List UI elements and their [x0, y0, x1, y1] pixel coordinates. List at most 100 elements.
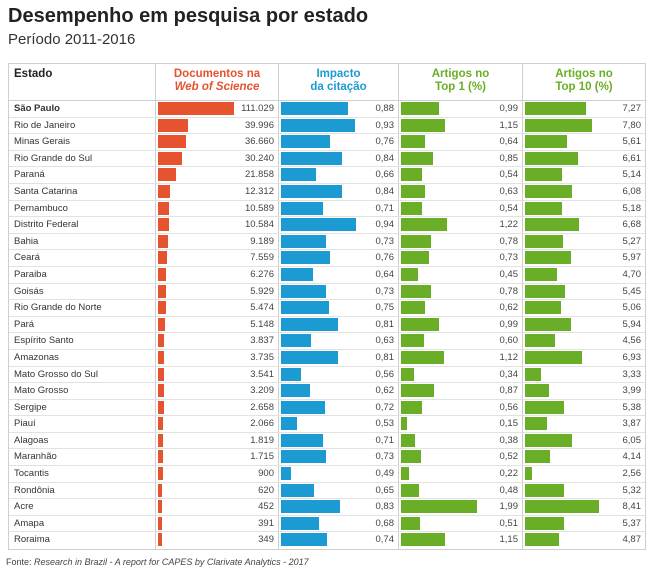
documentos-value: 10.589 [244, 202, 274, 214]
top10-value: 4,70 [622, 268, 642, 280]
impacto-cell: 0,49 [279, 466, 399, 482]
impacto-bar [281, 367, 302, 381]
impacto-value: 0,49 [375, 468, 395, 480]
top10-value: 7,80 [622, 119, 642, 131]
impacto-cell: 0,81 [279, 349, 399, 366]
impacto-bar [281, 350, 338, 364]
top1-bar [401, 251, 429, 265]
top10-value: 5,27 [622, 235, 642, 247]
impacto-value: 0,81 [375, 318, 395, 330]
top1-cell: 0,38 [399, 432, 523, 449]
top1-bar [401, 483, 420, 497]
top1-cell: 0,56 [399, 399, 523, 416]
documentos-cell: 10.584 [156, 217, 279, 233]
documentos-bar [158, 367, 165, 381]
impacto-value: 0,76 [375, 252, 395, 264]
impacto-value: 0,94 [375, 219, 395, 231]
impacto-bar [281, 450, 326, 464]
top10-cell: 4,87 [523, 532, 645, 549]
top10-bar [525, 234, 564, 248]
impacto-bar [281, 135, 331, 149]
documentos-cell: 3.735 [156, 349, 279, 366]
top1-cell: 0,52 [399, 449, 523, 466]
state-name: Piauí [9, 416, 156, 432]
documentos-value: 12.312 [244, 185, 274, 197]
top10-value: 5,06 [622, 302, 642, 314]
top10-cell: 5,14 [523, 167, 645, 183]
documentos-cell: 111.029 [156, 101, 279, 117]
top1-bar [401, 151, 434, 165]
top10-bar [525, 334, 556, 348]
impacto-cell: 0,62 [279, 383, 399, 399]
top10-bar [525, 267, 557, 281]
top1-value: 0,52 [499, 451, 519, 463]
state-name: Minas Gerais [9, 134, 156, 150]
top10-bar [525, 433, 573, 447]
impacto-bar [281, 102, 348, 115]
table-row: Mato Grosso 3.209 0,62 0,87 3,99 [9, 383, 645, 400]
top10-bar [525, 317, 571, 331]
top1-value: 0,63 [499, 185, 519, 197]
impacto-value: 0,73 [375, 235, 395, 247]
top10-cell: 2,56 [523, 466, 645, 482]
top10-bar [525, 284, 566, 298]
impacto-cell: 0,71 [279, 200, 399, 217]
documentos-cell: 7.559 [156, 250, 279, 266]
documentos-bar [158, 168, 177, 182]
documentos-cell: 2.658 [156, 399, 279, 416]
top1-cell: 1,22 [399, 217, 523, 233]
state-name: Sergipe [9, 399, 156, 416]
top1-value: 0,48 [499, 484, 519, 496]
impacto-value: 0,56 [375, 368, 395, 380]
state-name: Goisás [9, 283, 156, 300]
impacto-value: 0,71 [375, 202, 395, 214]
documentos-cell: 391 [156, 515, 279, 532]
top1-bar [401, 500, 477, 514]
table-row: Minas Gerais 36.660 0,76 0,64 5,61 [9, 134, 645, 151]
top10-value: 4,87 [622, 534, 642, 546]
top10-cell: 8,41 [523, 499, 645, 515]
top10-cell: 6,05 [523, 433, 645, 449]
impacto-cell: 0,81 [279, 316, 399, 333]
documentos-bar [158, 184, 170, 198]
table-row: Santa Catarina 12.312 0,84 0,63 6,08 [9, 183, 645, 201]
top10-value: 6,68 [622, 219, 642, 231]
documentos-bar [158, 350, 165, 364]
impacto-value: 0,53 [375, 418, 395, 430]
state-name: Paraná [9, 167, 156, 183]
top1-value: 0,22 [499, 468, 519, 480]
table-row: Rio Grande do Norte 5.474 0,75 0,62 5,06 [9, 300, 645, 317]
impacto-value: 0,73 [375, 285, 395, 297]
top10-bar [525, 218, 580, 232]
documentos-bar [158, 317, 166, 331]
top1-bar [401, 433, 416, 447]
documentos-value: 900 [258, 468, 274, 480]
table-row: Ceará 7.559 0,76 0,73 5,97 [9, 250, 645, 267]
state-name: Rio de Janeiro [9, 117, 156, 134]
top1-value: 0,51 [499, 517, 519, 529]
impacto-value: 0,72 [375, 401, 395, 413]
top1-bar [401, 533, 445, 547]
state-name: Acre [9, 499, 156, 515]
top10-cell: 3,33 [523, 367, 645, 383]
state-name: Pernambuco [9, 200, 156, 217]
state-name: Mato Grosso do Sul [9, 366, 156, 383]
top1-value: 0,15 [499, 418, 519, 430]
documentos-bar [158, 201, 169, 215]
table-row: Bahia 9.189 0,73 0,78 5,27 [9, 233, 645, 251]
top10-bar [525, 118, 593, 132]
impacto-cell: 0,74 [279, 532, 399, 550]
impacto-cell: 0,53 [279, 416, 399, 432]
table-row: Pernambuco 10.589 0,71 0,54 5,18 [9, 200, 645, 218]
impacto-value: 0,83 [375, 501, 395, 513]
state-name: São Paulo [9, 101, 156, 117]
top1-value: 0,34 [499, 368, 519, 380]
top10-cell: 6,08 [523, 184, 645, 200]
top1-value: 0,78 [499, 285, 519, 297]
top10-bar [525, 450, 551, 464]
documentos-cell: 620 [156, 482, 279, 499]
top1-bar [401, 367, 414, 381]
top1-value: 0,99 [499, 103, 519, 114]
table-row: Alagoas 1.819 0,71 0,38 6,05 [9, 432, 645, 450]
documentos-bar [158, 334, 165, 348]
